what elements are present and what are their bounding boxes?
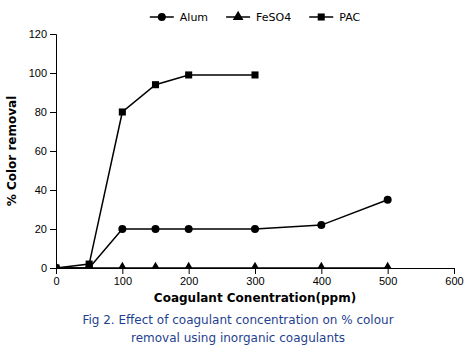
series-line [56, 75, 255, 268]
x-tick: 400 [313, 268, 331, 287]
series-marker [317, 221, 325, 229]
x-axis-line [57, 269, 455, 275]
series-marker [56, 264, 60, 268]
series-marker [250, 262, 261, 268]
legend-label: FeSO4 [256, 11, 291, 24]
x-tick-label: 500 [379, 275, 397, 287]
series-line [56, 200, 388, 268]
x-tick-label: 600 [445, 275, 463, 287]
y-tick-label: 20 [35, 223, 47, 235]
y-tick-mark [50, 268, 56, 269]
x-tick-mark [255, 268, 256, 274]
series-marker [183, 262, 194, 268]
y-axis: 0 20 40 60 80 100 120 [29, 28, 57, 274]
y-tick: 40 [35, 184, 56, 196]
x-tick-label: 400 [313, 275, 331, 287]
y-tick-mark [50, 112, 56, 113]
x-tick-label: 100 [114, 275, 132, 287]
y-tick-mark [50, 190, 56, 191]
y-tick-label: 80 [35, 106, 47, 118]
y-axis-title: % Color removal [5, 96, 19, 207]
x-tick: 500 [379, 268, 397, 287]
series-marker [152, 225, 160, 233]
x-tick: 600 [445, 268, 463, 287]
x-axis: 0 100 200 300 400 500 600 [53, 268, 463, 287]
legend-marker [158, 13, 166, 21]
x-tick: 100 [114, 268, 132, 287]
legend-label: PAC [339, 11, 360, 24]
x-tick-mark [454, 268, 455, 274]
legend-marker [233, 11, 244, 20]
y-tick-label: 100 [29, 67, 47, 79]
series-marker [251, 71, 258, 78]
series-marker [118, 225, 126, 233]
y-tick-label: 60 [35, 145, 47, 157]
x-tick-label: 0 [53, 275, 59, 287]
x-tick-mark [321, 268, 322, 274]
x-tick: 0 [53, 268, 59, 287]
legend: Alum FeSO4 PAC [150, 11, 361, 24]
y-tick-mark [50, 34, 56, 35]
legend-marker [318, 13, 325, 20]
y-tick: 100 [29, 67, 56, 79]
y-tick: 20 [35, 223, 56, 235]
caption: removal using inorganic coagulants [131, 331, 345, 345]
x-tick-label: 200 [180, 275, 198, 287]
legend-item: FeSO4 [226, 11, 291, 24]
y-tick-mark [50, 73, 56, 74]
chart: 0 100 200 300 400 500 600 0 20 40 60 80 100 120 Coagul… [0, 0, 476, 360]
y-axis-line [50, 35, 57, 269]
series-marker [185, 71, 192, 78]
x-axis-title: Coagulant Conentration(ppm) [154, 291, 356, 305]
y-tick: 60 [35, 145, 56, 157]
series-marker [316, 262, 327, 268]
y-tick-mark [50, 229, 56, 230]
legend-item: PAC [309, 11, 360, 24]
y-tick-label: 40 [35, 184, 47, 196]
y-tick: 0 [41, 262, 56, 274]
series-marker [382, 262, 393, 268]
y-tick-label: 120 [29, 28, 47, 40]
x-tick-mark [189, 268, 190, 274]
y-tick-label: 0 [41, 262, 47, 274]
x-tick: 200 [180, 268, 198, 287]
series-line [56, 267, 388, 268]
y-tick: 80 [35, 106, 56, 118]
x-tick-mark [388, 268, 389, 274]
series-marker [119, 108, 126, 115]
y-tick: 120 [29, 28, 56, 40]
plot: 0 100 200 300 400 500 600 0 20 40 60 80 100 120 Coagul… [5, 28, 464, 305]
legend-label: Alum [180, 11, 208, 24]
x-tick: 300 [246, 268, 264, 287]
legend-item: Alum [150, 11, 208, 24]
y-tick-mark [50, 151, 56, 152]
x-tick-mark [122, 268, 123, 274]
series-marker [251, 225, 259, 233]
x-tick-label: 300 [246, 275, 264, 287]
series-marker [150, 262, 161, 268]
caption: Fig 2. Effect of coagulant concentration… [82, 313, 393, 327]
series-group [56, 71, 393, 268]
series-marker [56, 264, 60, 268]
series-marker [86, 261, 93, 268]
series-marker [152, 81, 159, 88]
series-marker [384, 196, 392, 204]
series-marker [117, 262, 128, 268]
series-marker [185, 225, 193, 233]
